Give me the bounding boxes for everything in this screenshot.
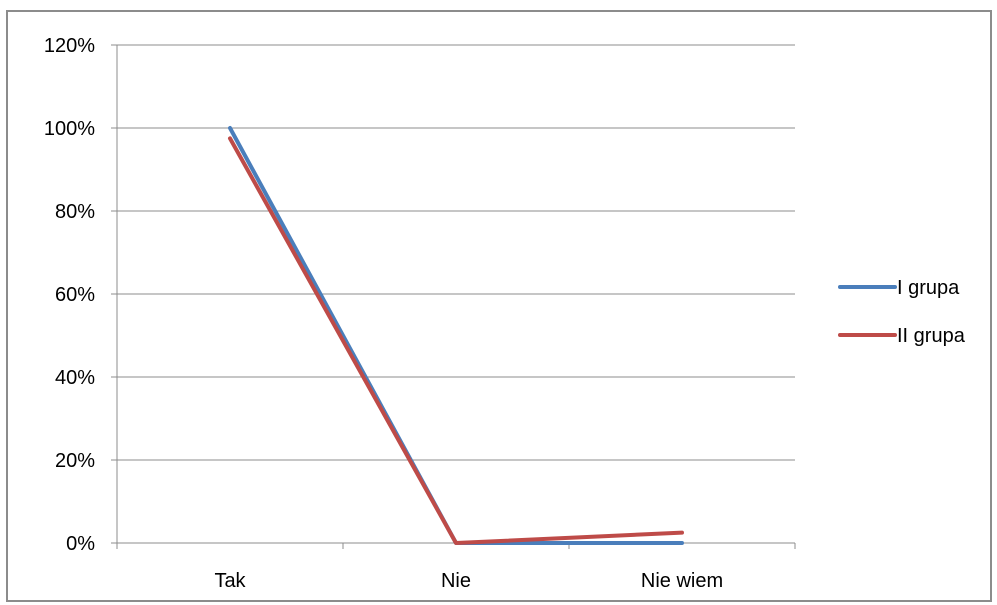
y-tick-label: 40%: [55, 367, 95, 389]
y-tick-label: 100%: [44, 118, 95, 140]
chart-frame: [6, 10, 992, 602]
series-lines: [228, 126, 684, 545]
series-line-2: [228, 136, 684, 545]
y-tick-label: 120%: [44, 35, 95, 57]
legend-label: II grupa: [897, 325, 966, 347]
x-tick-label: Tak: [214, 570, 246, 592]
y-axis-labels: 0% 20% 40% 60% 80% 100% 120%: [44, 35, 95, 555]
legend-label: I grupa: [897, 277, 960, 299]
x-tick-label: Nie wiem: [641, 570, 723, 592]
x-axis-labels: Tak Nie Nie wiem: [214, 570, 723, 592]
y-tick-label: 20%: [55, 450, 95, 472]
series-line-1: [228, 126, 684, 545]
y-tick-label: 80%: [55, 201, 95, 223]
y-tick-label: 0%: [66, 533, 95, 555]
axes: [111, 44, 796, 549]
x-tick-label: Nie: [441, 570, 471, 592]
gridlines: [117, 44, 795, 461]
legend: I grupa II grupa: [838, 277, 966, 347]
y-tick-label: 60%: [55, 284, 95, 306]
